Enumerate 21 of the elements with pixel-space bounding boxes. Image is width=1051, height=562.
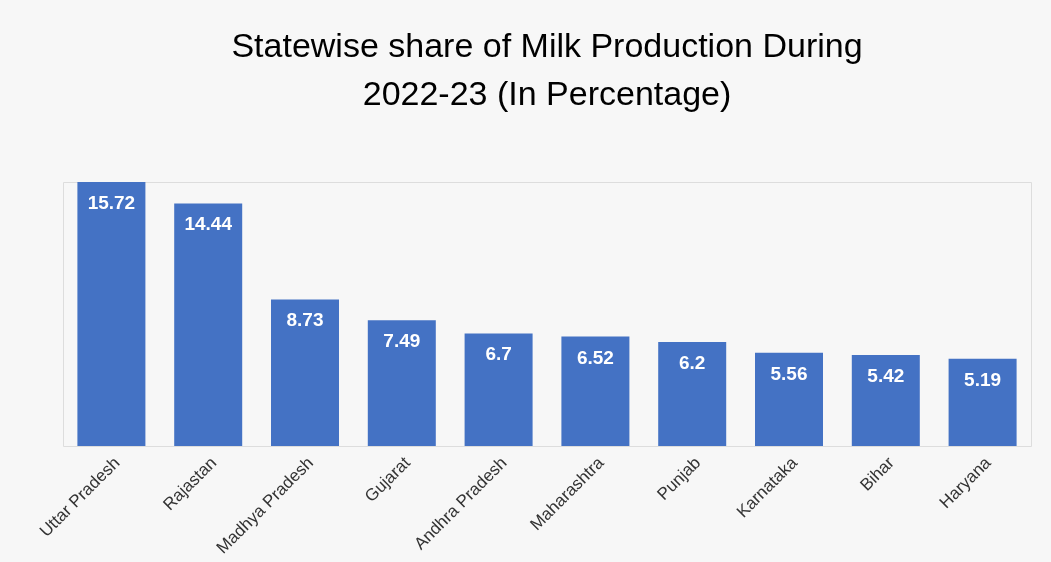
bar (77, 182, 146, 446)
bar (367, 320, 436, 446)
bar (561, 336, 630, 446)
chart-title: Statewise share of Milk Production During 2022-23 (In Percentage) (231, 26, 863, 112)
bar (464, 333, 533, 446)
bar (174, 203, 243, 446)
bar (658, 341, 727, 446)
bar (755, 352, 823, 446)
bar (948, 358, 1017, 446)
data-label: 7.49 (383, 330, 421, 352)
data-label: 6.2 (678, 351, 706, 373)
data-label: 6.7 (485, 343, 512, 365)
data-label: 15.72 (87, 192, 136, 213)
data-label: 5.42 (867, 364, 905, 386)
data-label: 5.56 (770, 362, 808, 384)
bar (851, 354, 920, 446)
bar (271, 299, 339, 446)
data-label: 6.52 (576, 346, 614, 368)
data-label: 14.44 (184, 213, 233, 235)
data-label: 8.73 (286, 309, 324, 331)
data-label: 5.19 (964, 368, 1002, 390)
